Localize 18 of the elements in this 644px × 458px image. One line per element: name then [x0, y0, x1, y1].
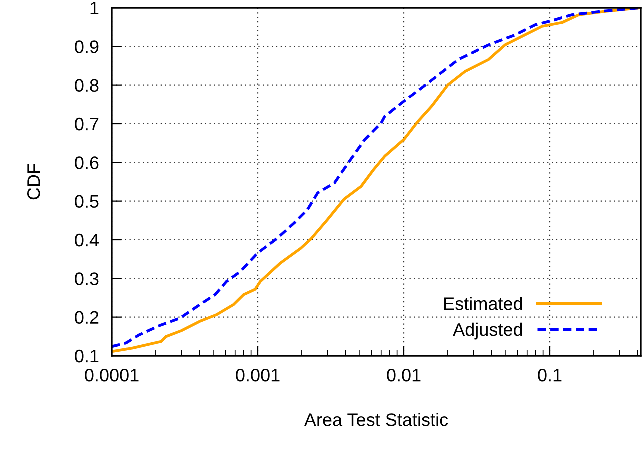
y-axis-title: CDF — [27, 164, 40, 200]
x-axis-title: Area Test Statistic — [304, 413, 448, 426]
y-tick-label: 0.4 — [75, 234, 99, 247]
y-tick-label: 0.3 — [75, 272, 99, 286]
x-tick-label: 0.1 — [538, 368, 562, 382]
y-tick-label: 0.2 — [75, 311, 99, 324]
y-tick-label: 0.5 — [75, 195, 99, 208]
y-tick-label: 1 — [90, 2, 99, 15]
legend-label: Estimated — [444, 297, 522, 310]
legend-label: Adjusted — [453, 322, 522, 340]
y-tick-label: 0.8 — [75, 79, 99, 92]
y-tick-label: 0.7 — [75, 118, 99, 131]
y-tick-label: 0.9 — [75, 40, 99, 54]
y-tick-label: 0.6 — [75, 156, 99, 170]
x-tick-label: 0.0001 — [85, 368, 139, 382]
x-tick-label: 0.001 — [236, 368, 280, 382]
x-tick-label: 0.01 — [387, 368, 421, 382]
y-tick-label: 0.1 — [75, 350, 99, 363]
